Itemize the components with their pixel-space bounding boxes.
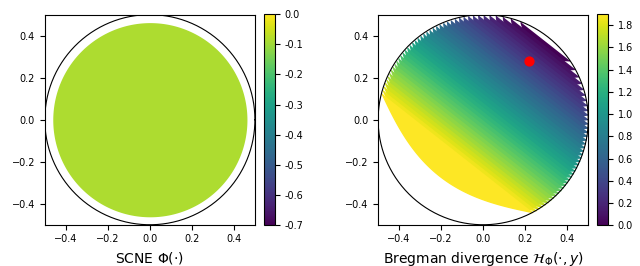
Point (478, 118, 488, 122)
Point (478, 118, 488, 122)
Point (145, 118, 155, 122)
Point (478, 118, 488, 122)
Point (478, 118, 488, 122)
Point (478, 118, 488, 122)
Point (478, 118, 488, 122)
Point (478, 118, 488, 122)
Point (478, 118, 488, 122)
Point (478, 118, 488, 122)
Point (478, 118, 488, 122)
Point (478, 118, 488, 122)
Point (478, 118, 488, 122)
Point (478, 118, 488, 122)
Point (478, 118, 488, 122)
X-axis label: SCNE $\Phi(\cdot)$: SCNE $\Phi(\cdot)$ (115, 250, 184, 266)
Point (478, 118, 488, 122)
Point (478, 118, 488, 122)
Point (478, 118, 488, 122)
Point (478, 118, 488, 122)
Point (478, 118, 488, 122)
Point (478, 118, 488, 122)
Point (524, 59, 534, 63)
Point (478, 118, 488, 122)
Point (145, 118, 155, 122)
Point (478, 118, 488, 122)
Point (478, 118, 488, 122)
Point (478, 118, 488, 122)
Point (478, 118, 488, 122)
Point (478, 118, 488, 122)
Point (478, 118, 488, 122)
Point (478, 118, 488, 122)
Point (478, 118, 488, 122)
Point (478, 118, 488, 122)
Point (478, 118, 488, 122)
Point (145, 118, 155, 122)
Point (145, 118, 155, 122)
Point (478, 118, 488, 122)
Point (145, 118, 155, 122)
Point (478, 118, 488, 122)
Point (478, 118, 488, 122)
Point (478, 118, 488, 122)
Point (478, 118, 488, 122)
Point (145, 118, 155, 122)
Point (478, 118, 488, 122)
Point (478, 118, 488, 122)
Point (145, 118, 155, 122)
Point (478, 118, 488, 122)
Point (478, 118, 488, 122)
Point (478, 118, 488, 122)
Point (145, 118, 155, 122)
Point (145, 118, 155, 122)
Point (478, 118, 488, 122)
X-axis label: Bregman divergence $\mathcal{H}_{\Phi}(\cdot, y)$: Bregman divergence $\mathcal{H}_{\Phi}(\… (383, 250, 584, 266)
